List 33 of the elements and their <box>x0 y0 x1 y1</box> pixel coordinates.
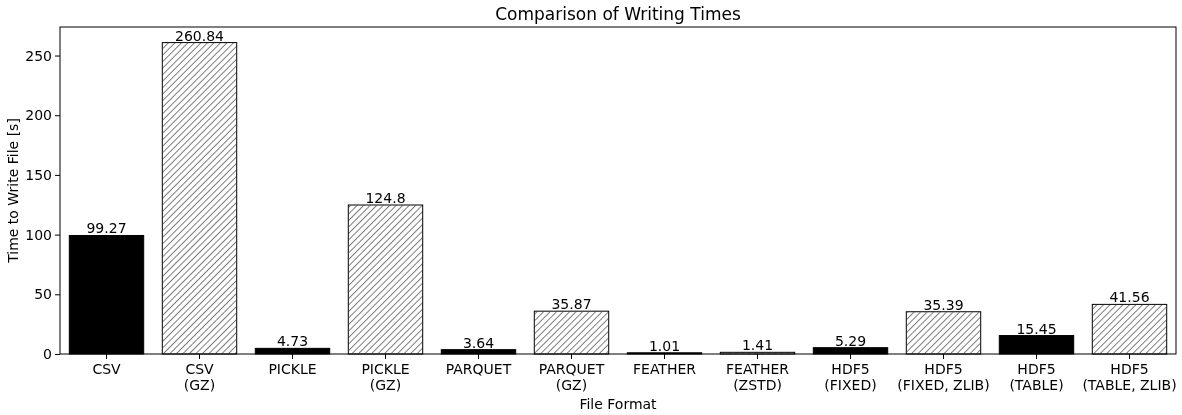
data-label: 3.64 <box>462 334 495 351</box>
y-axis-title: Time to Write File [s] <box>5 118 21 264</box>
x-tick-label: HDF5 (TABLE) <box>1009 361 1064 393</box>
x-tick-label: CSV (GZ) <box>183 361 216 393</box>
x-tick-label: HDF5 (FIXED, ZLIB) <box>897 361 990 393</box>
data-label: 4.73 <box>276 333 309 350</box>
chart-title: Comparison of Writing Times <box>495 4 741 24</box>
data-label: 41.56 <box>1109 289 1150 306</box>
x-tick-label: FEATHER <box>632 361 697 377</box>
data-label: 5.29 <box>834 332 867 349</box>
x-tick-label: PICKLE (GZ) <box>361 361 410 393</box>
y-tick-label: 0 <box>43 345 52 362</box>
x-tick-label: CSV <box>92 361 122 377</box>
data-label: 35.87 <box>551 296 592 313</box>
x-tick-label: PARQUET <box>445 361 512 377</box>
x-axis-title: File Format <box>579 396 658 412</box>
y-tick-label: 100 <box>25 226 52 243</box>
y-tick-label: 150 <box>25 166 52 183</box>
data-label: 1.41 <box>741 337 774 354</box>
x-tick-label: PICKLE <box>268 361 317 377</box>
x-tick-label: FEATHER (ZSTD) <box>725 361 790 393</box>
data-label: 1.01 <box>648 337 681 354</box>
y-tick-label: 200 <box>25 107 52 124</box>
data-label: 260.84 <box>175 27 225 44</box>
data-label: 15.45 <box>1016 320 1057 337</box>
data-label: 124.8 <box>365 190 406 207</box>
data-label: 35.39 <box>923 296 964 313</box>
x-tick-label: HDF5 (TABLE, ZLIB) <box>1082 361 1177 393</box>
y-tick-label: 250 <box>25 47 52 64</box>
data-label: 99.27 <box>86 220 127 237</box>
x-tick-label: HDF5 (FIXED) <box>824 361 877 393</box>
x-tick-label: PARQUET (GZ) <box>538 361 605 393</box>
y-tick-label: 50 <box>34 286 52 303</box>
